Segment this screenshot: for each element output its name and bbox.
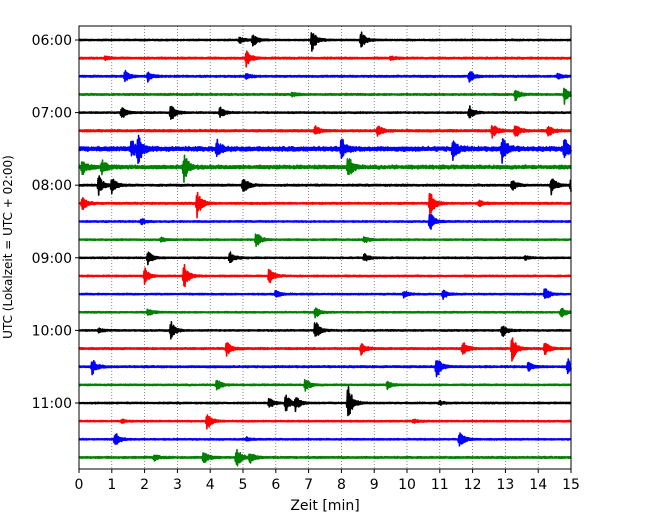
y-axis-ticks: 06:00 07:00 08:00 09:00 10:00 11:00 — [32, 33, 79, 412]
x-tick-label: 11 — [431, 477, 449, 493]
plot-frame — [78, 25, 572, 470]
seismogram-trace-0645 — [78, 87, 572, 105]
seismogram-trace-0945 — [78, 307, 572, 319]
seismogram-trace-0830 — [78, 213, 572, 230]
seismogram-trace-0615 — [78, 50, 572, 68]
y-tick-label: 06:00 — [32, 33, 72, 49]
y-tick-label: 08:00 — [32, 178, 72, 194]
vertical-gridlines — [111, 26, 539, 469]
seismogram-trace-0845 — [78, 233, 572, 248]
seismogram-trace-0630 — [78, 69, 572, 83]
x-tick-label: 14 — [529, 477, 547, 493]
x-axis-ticks: 0 1 2 3 4 5 6 7 8 9 10 11 12 13 14 15 — [75, 469, 580, 493]
x-tick-label: 12 — [464, 477, 482, 493]
x-tick-label: 3 — [173, 477, 182, 493]
seismogram-traces — [78, 31, 572, 467]
seismogram-trace-0915 — [78, 263, 572, 288]
seismogram-trace-0930 — [78, 288, 572, 300]
seismogram-trace-0815 — [78, 191, 572, 219]
x-tick-label: 9 — [370, 477, 379, 493]
x-tick-label: 5 — [239, 477, 248, 493]
y-tick-label: 10:00 — [32, 323, 72, 339]
seismogram-trace-1030 — [78, 358, 572, 378]
seismogram-trace-1100 — [78, 385, 572, 417]
x-tick-label: 10 — [398, 477, 416, 493]
x-tick-label: 0 — [75, 477, 84, 493]
seismogram-trace-1000 — [78, 321, 572, 340]
x-tick-label: 1 — [107, 477, 116, 493]
seismogram-trace-0700 — [78, 105, 572, 120]
seismogram-trace-1015 — [78, 337, 572, 362]
x-tick-label: 8 — [337, 477, 346, 493]
seismogram-trace-0745 — [78, 154, 572, 183]
x-tick-label: 13 — [496, 477, 514, 493]
seismogram-trace-0730 — [78, 134, 572, 165]
seismogram-trace-0800 — [78, 175, 572, 196]
seismogram-trace-0600 — [78, 31, 572, 52]
x-tick-label: 2 — [140, 477, 149, 493]
seismogram-trace-1115 — [78, 414, 572, 430]
y-axis-label: UTC (Lokalzeit = UTC + 02:00) — [1, 155, 15, 339]
x-tick-label: 7 — [304, 477, 313, 493]
seismogram-trace-0900 — [78, 251, 572, 266]
x-tick-label: 4 — [206, 477, 215, 493]
y-tick-label: 09:00 — [32, 251, 72, 267]
x-tick-label: 6 — [271, 477, 280, 493]
seismogram-trace-1130 — [78, 432, 572, 447]
seismogram-trace-1045 — [78, 378, 572, 392]
seismogram-trace-0715 — [78, 124, 572, 139]
x-tick-label: 15 — [562, 477, 580, 493]
y-tick-label: 07:00 — [32, 106, 72, 122]
y-tick-label: 11:00 — [32, 396, 72, 412]
x-axis-label: Zeit [min] — [290, 498, 359, 514]
seismogram-trace-1145 — [78, 448, 572, 467]
